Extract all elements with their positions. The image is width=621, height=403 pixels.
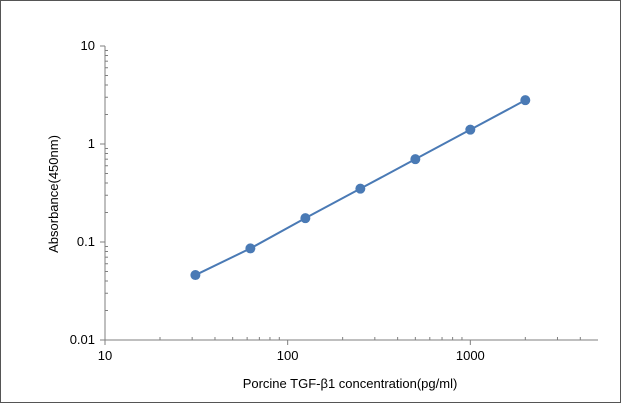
x-tick-label: 100 <box>277 348 299 363</box>
y-tick-label: 0.1 <box>77 234 95 249</box>
data-point <box>355 183 366 194</box>
x-axis-title: Porcine TGF-β1 concentration(pg/ml) <box>243 376 458 391</box>
data-point <box>245 243 256 254</box>
plot-series <box>190 95 531 281</box>
data-point <box>190 270 201 281</box>
data-point <box>465 124 476 135</box>
data-point <box>520 95 531 106</box>
y-tick-label: 1 <box>88 136 95 151</box>
x-tick-label: 1000 <box>456 348 485 363</box>
data-point <box>410 154 421 165</box>
y-tick-label: 10 <box>81 38 95 53</box>
x-axis: 10 100 1000 <box>98 337 598 363</box>
y-tick-label: 0.01 <box>70 332 95 347</box>
y-axis: 0.01 0.1 1 10 <box>70 38 108 347</box>
y-axis-title: Absorbance(450nm) <box>46 135 61 253</box>
data-point <box>300 213 311 224</box>
x-tick-label: 10 <box>98 348 112 363</box>
